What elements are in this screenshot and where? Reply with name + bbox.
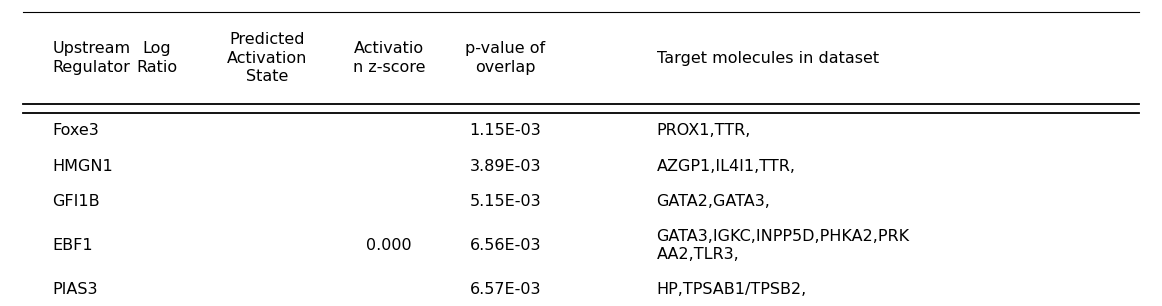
Text: PROX1,TTR,: PROX1,TTR, xyxy=(657,123,751,138)
Text: GATA3,IGKC,INPP5D,PHKA2,PRK
AA2,TLR3,: GATA3,IGKC,INPP5D,PHKA2,PRK AA2,TLR3, xyxy=(657,230,910,262)
Text: Activatio
n z-score: Activatio n z-score xyxy=(353,41,425,75)
Text: 6.57E-03: 6.57E-03 xyxy=(469,282,541,297)
Text: Upstream
Regulator: Upstream Regulator xyxy=(52,41,130,75)
Text: EBF1: EBF1 xyxy=(52,238,93,253)
Text: Log
Ratio: Log Ratio xyxy=(136,41,178,75)
Text: GFI1B: GFI1B xyxy=(52,194,100,209)
Text: p-value of
overlap: p-value of overlap xyxy=(466,41,545,75)
Text: HP,TPSAB1/TPSB2,: HP,TPSAB1/TPSB2, xyxy=(657,282,806,297)
Text: Target molecules in dataset: Target molecules in dataset xyxy=(657,50,878,66)
Text: Predicted
Activation
State: Predicted Activation State xyxy=(227,32,308,84)
Text: Foxe3: Foxe3 xyxy=(52,123,99,138)
Text: PIAS3: PIAS3 xyxy=(52,282,98,297)
Text: AZGP1,IL4I1,TTR,: AZGP1,IL4I1,TTR, xyxy=(657,159,796,174)
Text: GATA2,GATA3,: GATA2,GATA3, xyxy=(657,194,770,209)
Text: 5.15E-03: 5.15E-03 xyxy=(469,194,541,209)
Text: 3.89E-03: 3.89E-03 xyxy=(469,159,541,174)
Text: HMGN1: HMGN1 xyxy=(52,159,113,174)
Text: 0.000: 0.000 xyxy=(366,238,413,253)
Text: 1.15E-03: 1.15E-03 xyxy=(469,123,541,138)
Text: 6.56E-03: 6.56E-03 xyxy=(469,238,541,253)
